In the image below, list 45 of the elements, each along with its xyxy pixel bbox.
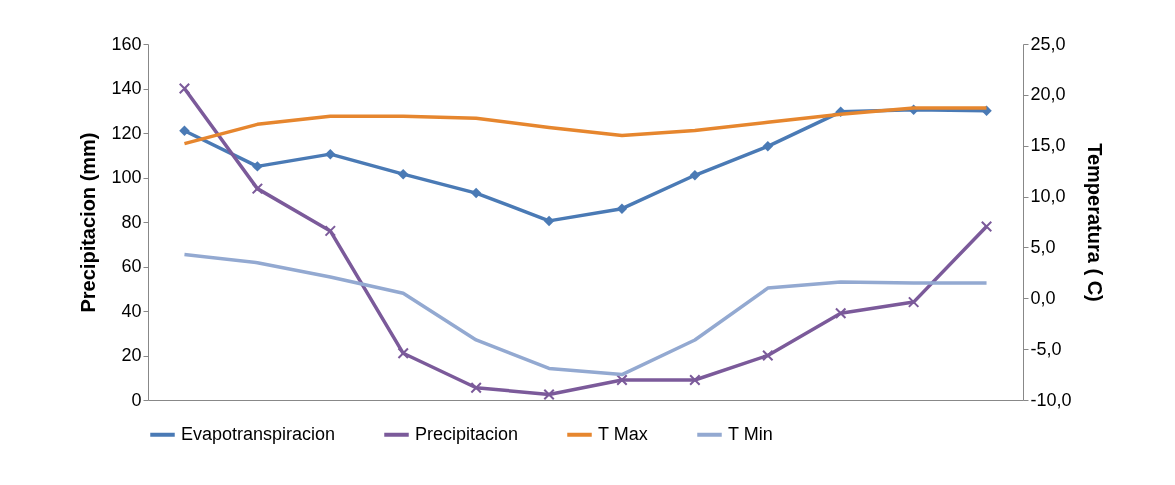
line-series <box>182 252 989 377</box>
y-tick-label: 120 <box>111 122 142 143</box>
y-tick-label: 60 <box>121 256 142 276</box>
y-tick-label: 20 <box>121 345 142 365</box>
point <box>762 141 774 152</box>
point <box>543 388 555 401</box>
y2-tick-label: 10,0 <box>1030 186 1066 207</box>
point <box>397 347 409 360</box>
point <box>834 307 847 319</box>
point <box>470 382 482 394</box>
point <box>470 187 482 199</box>
y-axis-title: Precipitacion (mm) <box>77 132 100 313</box>
y2-tick-label: -5,0 <box>1030 338 1062 359</box>
y-tick-label: 100 <box>111 167 142 187</box>
y-tick-label: 140 <box>111 78 142 98</box>
y2-tick-label: 20,0 <box>1030 84 1066 105</box>
y-tick-label: 40 <box>121 300 142 321</box>
y2-tick-label: -10,0 <box>1030 389 1072 410</box>
legend-label: T Max <box>598 423 648 444</box>
point <box>689 374 701 386</box>
point <box>179 125 190 137</box>
point <box>907 296 920 308</box>
point <box>325 148 336 160</box>
y-tick-label: 80 <box>121 211 142 232</box>
point <box>397 168 409 180</box>
point <box>251 182 264 195</box>
point <box>616 203 628 214</box>
y2-tick-label: 0,0 <box>1030 287 1056 308</box>
legend-label: Precipitacion <box>415 423 519 444</box>
point <box>689 170 701 181</box>
y-tick-label: 0 <box>131 389 142 410</box>
y2-tick-label: 15,0 <box>1030 135 1066 156</box>
y-tick-label: 160 <box>111 33 142 54</box>
point <box>178 82 191 95</box>
y2-axis-title: Temperatura ( C) <box>1083 143 1106 302</box>
legend-label: Evapotranspiracion <box>181 423 336 444</box>
point <box>252 161 263 172</box>
point <box>543 215 555 227</box>
point <box>324 225 337 237</box>
point <box>616 374 628 386</box>
y2-tick-label: 25,0 <box>1030 33 1066 54</box>
point <box>980 220 993 233</box>
y2-tick-label: 5,0 <box>1030 236 1056 257</box>
point <box>762 349 774 362</box>
legend-label: T Min <box>728 423 773 444</box>
